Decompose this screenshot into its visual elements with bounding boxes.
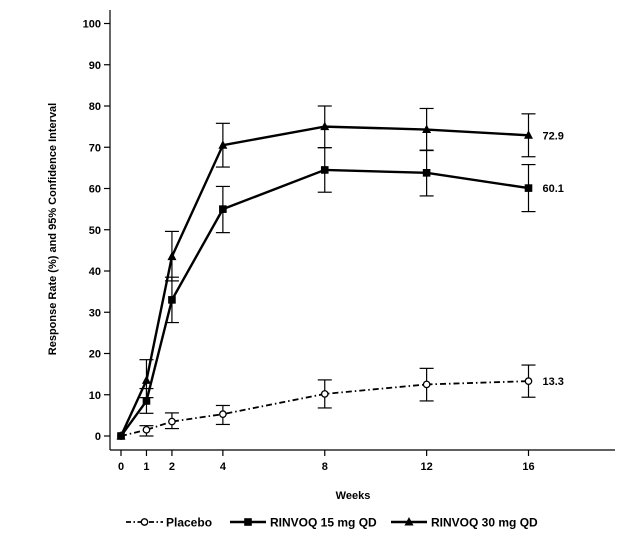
data-point <box>141 375 151 384</box>
x-axis-title: Weeks <box>336 490 371 502</box>
y-tick-label: 50 <box>89 225 101 237</box>
data-point <box>524 130 533 139</box>
y-tick-label: 10 <box>89 390 101 402</box>
x-ticks: 0 1 2 4 8 12 16 <box>118 450 535 473</box>
y-tick-label: 70 <box>89 142 101 154</box>
data-point <box>422 124 432 134</box>
legend-marker <box>404 517 414 526</box>
series-placebo: 13.3 <box>117 364 564 440</box>
y-tick-label: 100 <box>83 19 101 31</box>
data-point <box>167 251 177 261</box>
end-value-label: 60.1 <box>543 183 564 195</box>
y-tick-label: 30 <box>89 307 101 319</box>
data-point <box>524 184 533 192</box>
x-tick-label: 0 <box>118 461 124 473</box>
y-axis-title: Response Rate (%) and 95% Confidence Int… <box>47 103 59 355</box>
series-layer: 13.3 60.1 72.9 <box>116 105 564 440</box>
legend-label: RINVOQ 30 mg QD <box>431 516 538 530</box>
data-point <box>422 380 431 389</box>
data-point <box>219 410 227 418</box>
x-tick-label: 1 <box>143 461 149 473</box>
data-point <box>320 166 329 174</box>
y-tick-label: 60 <box>89 184 101 196</box>
legend-item-rinvoq-15-mg-qd: RINVOQ 15 mg QD <box>230 516 377 530</box>
y-tick-label: 20 <box>89 349 101 361</box>
axes <box>109 10 615 451</box>
data-point <box>320 390 329 398</box>
data-point <box>168 296 176 304</box>
data-point <box>142 397 151 405</box>
data-point <box>218 140 228 149</box>
y-tick-label: 0 <box>95 431 101 443</box>
legend-item-placebo: Placebo <box>126 516 212 530</box>
data-point <box>422 169 431 177</box>
y-tick-label: 90 <box>89 60 101 72</box>
data-point <box>524 377 533 385</box>
y-tick-label: 40 <box>89 266 101 278</box>
legend-label: RINVOQ 15 mg QD <box>270 516 377 530</box>
data-point <box>142 425 151 434</box>
end-value-label: 13.3 <box>543 376 564 388</box>
data-point <box>320 121 330 131</box>
series-rinvoq-15-mg-qd: 60.1 <box>117 147 564 440</box>
data-point <box>168 417 176 426</box>
data-point <box>116 431 126 440</box>
series-rinvoq-30-mg-qd: 72.9 <box>116 105 564 440</box>
y-tick-label: 80 <box>89 101 101 113</box>
y-ticks: 0 10 20 30 40 50 60 70 80 90 100 <box>83 19 110 443</box>
legend: Placebo RINVOQ 15 mg QD RINVOQ 30 mg QD <box>126 516 538 530</box>
x-tick-label: 4 <box>220 461 227 473</box>
x-tick-label: 12 <box>421 461 433 473</box>
legend-item-rinvoq-30-mg-qd: RINVOQ 30 mg QD <box>391 516 538 530</box>
legend-label: Placebo <box>166 516 212 530</box>
end-value-label: 72.9 <box>543 130 564 142</box>
x-tick-label: 16 <box>522 461 534 473</box>
legend-marker <box>140 518 149 526</box>
x-tick-label: 2 <box>169 461 175 473</box>
legend-marker <box>244 518 252 526</box>
x-tick-label: 8 <box>322 461 328 473</box>
data-point <box>219 205 227 213</box>
